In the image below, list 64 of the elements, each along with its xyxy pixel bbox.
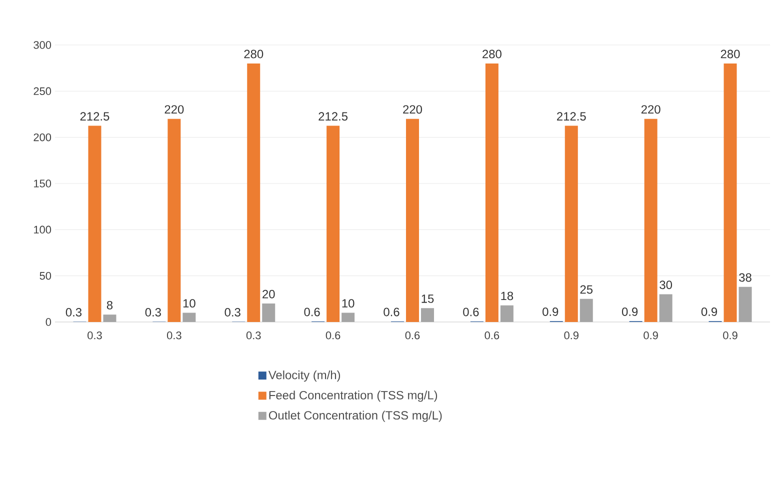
data-label: 20 [262,290,275,298]
data-label: 220 [164,105,184,114]
bar [247,63,260,322]
bar [342,312,355,322]
bar [182,312,196,322]
bar [421,308,434,322]
data-label: 0.3 [88,332,102,340]
data-label: 15 [422,294,434,303]
bar [724,63,737,322]
y-tick-label: 250 [34,87,52,96]
bar [500,305,514,322]
x-tick-label: 0.6 [304,308,320,316]
data-label: 18 [501,292,514,300]
data-label: 0.3 [166,332,182,340]
x-tick-label: 0.9 [622,307,638,316]
bar [644,118,658,322]
data-label: 212.5 [318,112,348,121]
data-label: 8 [106,300,113,310]
legend-label: Velocity (m/h) [268,370,340,382]
data-label: 280 [244,50,264,58]
data-label: 212.5 [80,112,110,121]
bar [564,126,578,322]
x-tick-label: 0.3 [224,308,240,317]
x-tick-label: 0.3 [145,308,161,317]
data-label: 25 [580,285,593,294]
y-tick-label: 100 [34,226,52,234]
legend-label: Outlet Concentration (TSS mg/L) [268,410,442,422]
x-tick-label: 0.3 [66,308,82,317]
bar [580,298,593,322]
x-tick-label: 0.9 [701,307,718,316]
data-label: 280 [720,50,740,58]
bar [168,118,181,322]
data-label: 0.6 [326,332,340,340]
bar [103,314,116,322]
data-label: 38 [739,273,752,282]
bar [326,126,340,322]
data-label: 0.9 [564,332,578,340]
bar [485,63,498,322]
data-label: 220 [403,105,422,114]
data-label: 220 [641,105,660,114]
bar [262,304,276,322]
x-tick-label: 0.6 [463,308,479,316]
legend-label: Feed Concentration (TSS mg/L) [269,390,438,402]
data-label: 0.9 [723,332,738,340]
x-tick-label: 0.6 [384,308,400,316]
y-tick-label: 150 [34,180,52,188]
bar [88,126,102,322]
bar [406,118,420,322]
data-label: 0.3 [246,332,261,340]
bar [738,286,752,322]
y-tick-label: 300 [34,41,52,49]
y-tick-label: 50 [40,272,52,280]
data-label: 0.6 [484,332,500,340]
data-label: 0.9 [644,332,658,340]
data-label: 0.6 [405,332,420,340]
data-label: 280 [482,50,502,58]
bar [659,294,672,322]
data-label: 10 [183,299,196,308]
data-label: 30 [660,280,672,290]
data-label: 10 [342,299,354,308]
data-label: 212.5 [557,112,586,121]
y-tick-label: 0 [46,318,52,326]
x-tick-label: 0.9 [542,307,558,316]
y-tick-label: 200 [34,133,52,142]
